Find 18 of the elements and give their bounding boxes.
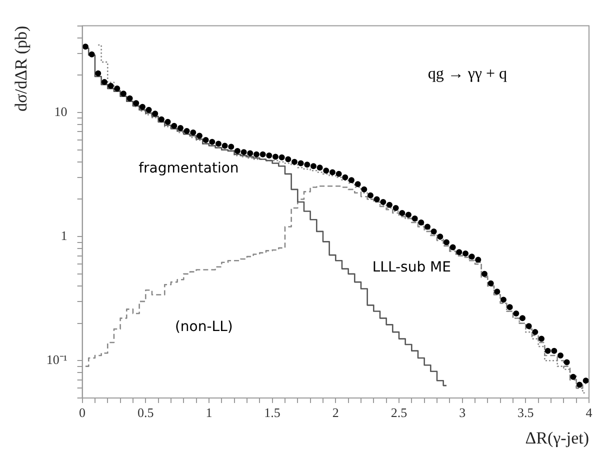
y-tick-label: 1 bbox=[60, 228, 68, 244]
y-tick-label: 10 bbox=[54, 104, 68, 119]
x-tick-label: 1 bbox=[206, 405, 212, 420]
x-tick-label: 3 bbox=[459, 405, 466, 420]
y-axis-title: dσ/dΔR (pb) bbox=[12, 26, 31, 112]
x-tick-label: 1.5 bbox=[264, 405, 280, 420]
x-tick-label: 3.5 bbox=[518, 405, 534, 420]
x-tick-label: 2.5 bbox=[390, 405, 408, 420]
y-tick-label: 10⁻¹ bbox=[46, 352, 68, 368]
x-tick-label: 2 bbox=[332, 405, 339, 420]
x-axis-title: ΔR(γ-jet) bbox=[525, 428, 589, 448]
annotation: (non-LL) bbox=[174, 318, 233, 335]
annotation: fragmentation bbox=[138, 160, 239, 177]
x-tick-label: 0 bbox=[79, 405, 86, 420]
annotation: qg → γγ + q bbox=[428, 65, 507, 82]
x-tick-label: 4 bbox=[586, 405, 593, 420]
x-tick-label: 0.5 bbox=[138, 405, 154, 420]
annotation: LLL-sub ME bbox=[372, 259, 451, 276]
